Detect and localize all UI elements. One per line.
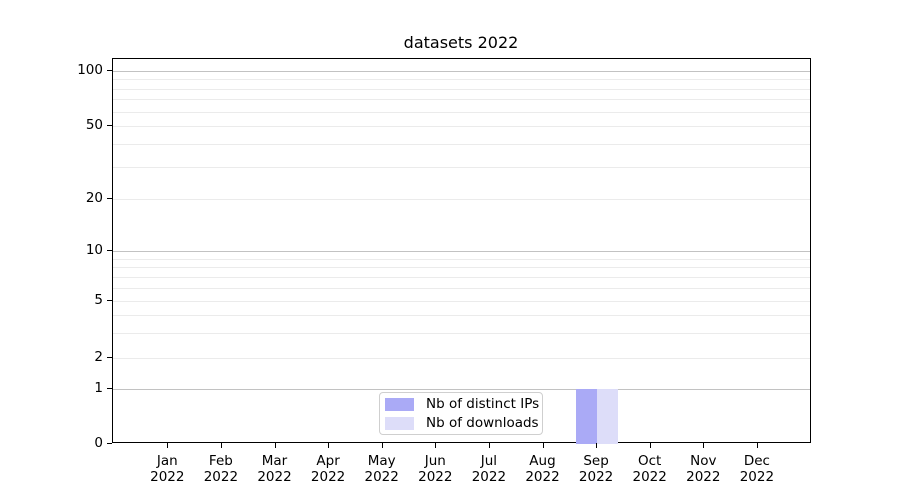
x-tick-label-may: May 2022	[364, 453, 399, 485]
y-tick-label-1: 1	[94, 380, 103, 396]
gridline-minor-2	[113, 358, 810, 359]
gridline-minor-5	[113, 301, 810, 302]
gridline-minor-40	[113, 143, 810, 145]
chart-title: datasets 2022	[403, 33, 519, 52]
y-tick-10	[107, 250, 112, 252]
x-tick-label-sep: Sep 2022	[578, 453, 614, 485]
y-tick-label-10: 10	[85, 242, 103, 258]
x-tick-mar	[274, 443, 276, 448]
x-tick-label-oct: Oct 2022	[632, 453, 667, 485]
gridline-major-1	[113, 389, 810, 390]
x-tick-label-jun: Jun 2022	[418, 453, 453, 485]
gridline-major-100	[113, 71, 810, 72]
gridline-minor-8	[113, 267, 810, 269]
x-tick-apr	[328, 443, 330, 448]
gridline-major-10	[113, 251, 810, 252]
y-tick-1	[107, 388, 112, 390]
y-tick-label-20: 20	[85, 190, 103, 206]
legend-label-downloads: Nb of downloads	[426, 415, 539, 431]
x-tick-nov	[703, 443, 705, 448]
gridline-minor-9	[113, 258, 810, 260]
gridline-minor-6	[113, 287, 810, 289]
legend-swatch-distinct-ips	[385, 397, 414, 411]
bar-downloads-sep	[597, 389, 619, 444]
y-tick-50	[107, 125, 112, 127]
x-tick-sep	[596, 443, 598, 448]
x-tick-label-feb: Feb 2022	[203, 453, 239, 485]
y-tick-label-2: 2	[94, 349, 103, 365]
legend-item-downloads: Nb of downloads	[385, 415, 539, 431]
y-tick-0	[107, 443, 112, 445]
x-tick-aug	[542, 443, 544, 448]
legend-swatch-downloads	[385, 416, 414, 430]
y-tick-label-50: 50	[85, 117, 103, 133]
legend-label-distinct-ips: Nb of distinct IPs	[426, 396, 540, 412]
gridline-minor-30	[113, 166, 810, 168]
legend-item-distinct-ips: Nb of distinct IPs	[385, 396, 539, 412]
y-tick-20	[107, 198, 112, 200]
y-tick-label-5: 5	[94, 292, 103, 308]
gridline-minor-60	[113, 111, 810, 113]
y-tick-5	[107, 300, 112, 302]
x-tick-label-dec: Dec 2022	[739, 453, 775, 485]
x-tick-label-apr: Apr 2022	[310, 453, 346, 485]
gridline-minor-20	[113, 199, 810, 200]
x-tick-dec	[756, 443, 759, 448]
x-tick-may	[381, 443, 383, 448]
x-tick-oct	[649, 443, 651, 448]
legend: Nb of distinct IPs Nb of downloads	[379, 392, 543, 435]
y-tick-label-100: 100	[77, 62, 103, 78]
gridline-minor-80	[113, 88, 810, 90]
y-tick-2	[107, 357, 112, 359]
x-tick-feb	[220, 443, 223, 448]
y-tick-label-0: 0	[94, 435, 103, 451]
y-tick-100	[107, 70, 112, 72]
gridline-minor-4	[113, 314, 810, 316]
plot-area	[112, 58, 811, 444]
x-tick-jan	[167, 443, 169, 448]
x-tick-label-jan: Jan 2022	[150, 453, 185, 485]
gridline-minor-3	[113, 332, 810, 334]
bar-distinct-ips-sep	[575, 389, 598, 444]
x-tick-jul	[488, 443, 491, 448]
x-tick-label-nov: Nov 2022	[686, 453, 721, 485]
x-tick-label-aug: Aug 2022	[525, 453, 560, 485]
gridline-minor-90	[113, 79, 810, 81]
x-tick-label-jul: Jul 2022	[471, 453, 507, 485]
gridline-minor-70	[113, 99, 810, 101]
gridline-minor-7	[113, 276, 810, 278]
x-tick-jun	[435, 443, 437, 448]
x-tick-label-mar: Mar 2022	[257, 453, 292, 485]
gridline-minor-50	[113, 126, 810, 127]
